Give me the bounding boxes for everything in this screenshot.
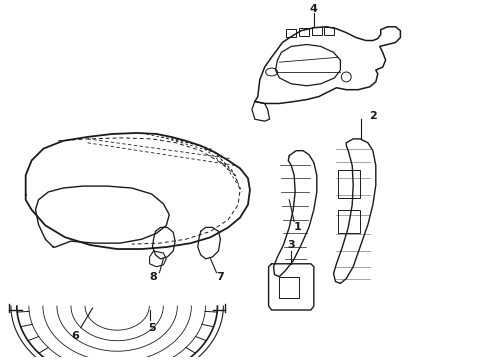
Text: 1: 1 — [293, 222, 301, 233]
Text: 3: 3 — [288, 240, 295, 250]
Text: 2: 2 — [369, 111, 377, 121]
Bar — [279, 276, 299, 298]
Text: 4: 4 — [310, 4, 318, 14]
Bar — [339, 210, 360, 233]
Bar — [286, 29, 296, 37]
Text: 5: 5 — [148, 323, 155, 333]
Bar — [299, 28, 309, 36]
Text: 7: 7 — [217, 271, 224, 282]
Text: 8: 8 — [149, 271, 157, 282]
Bar — [312, 27, 322, 35]
Text: 6: 6 — [71, 330, 79, 341]
Bar — [339, 170, 360, 198]
Bar — [324, 27, 334, 35]
